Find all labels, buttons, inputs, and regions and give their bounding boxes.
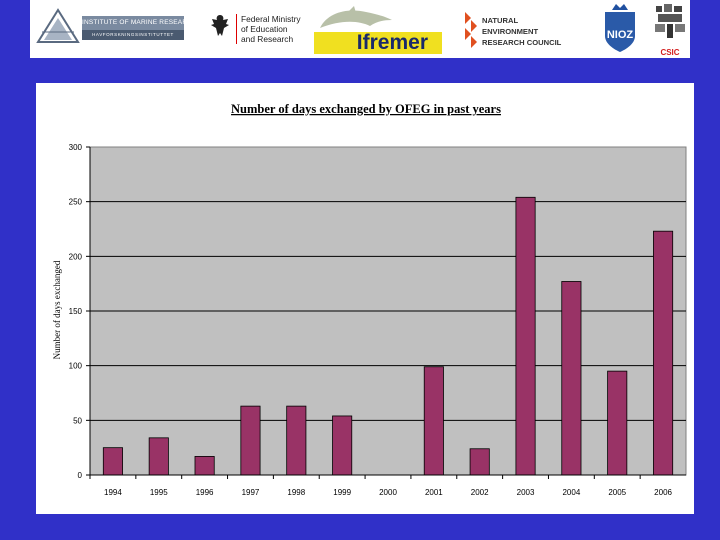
x-tick-label: 1996 <box>196 488 214 497</box>
imr-logo: INSTITUTE OF MARINE RESEARCH HAVFORSKNIN… <box>36 6 184 52</box>
bar-1999 <box>332 415 353 476</box>
nerc-logo: NATURAL ENVIRONMENT RESEARCH COUNCIL <box>462 6 582 52</box>
nerc-line: ENVIRONMENT <box>482 27 539 36</box>
bar-2002 <box>469 448 490 476</box>
bar-1997 <box>240 405 261 476</box>
x-tick-label: 2002 <box>471 488 489 497</box>
bmbf-text: Federal Ministry of Education and Resear… <box>236 14 301 44</box>
imr-name: INSTITUTE OF MARINE RESEARCH <box>82 16 184 30</box>
csic-tree-icon <box>655 4 685 38</box>
logo-bar: INSTITUTE OF MARINE RESEARCH HAVFORSKNIN… <box>30 0 690 58</box>
csic-logo: CSIC <box>652 4 688 57</box>
y-tick-label: 250 <box>69 198 83 207</box>
ifremer-wordmark: Ifremer <box>314 32 442 54</box>
x-tick-label: 1994 <box>104 488 122 497</box>
nioz-crest-icon: NIOZ <box>605 4 635 52</box>
eagle-icon <box>211 15 229 36</box>
bar-1994 <box>102 447 123 476</box>
nerc-emblem-icon <box>465 12 477 48</box>
imr-subtitle: HAVFORSKNINGSINSTITUTTET <box>82 30 184 40</box>
x-tick-label: 1999 <box>333 488 351 497</box>
y-tick-label: 50 <box>73 416 82 425</box>
ifremer-logo: Ifremer <box>312 6 444 54</box>
nerc-line: NATURAL <box>482 16 519 25</box>
nioz-label: NIOZ <box>607 29 634 41</box>
x-tick-label: 1997 <box>242 488 260 497</box>
y-tick-label: 200 <box>69 252 83 261</box>
gridlines <box>90 201 686 421</box>
nerc-text: NATURAL ENVIRONMENT RESEARCH COUNCIL <box>482 15 561 48</box>
y-axis-label: Number of days exchanged <box>52 260 62 359</box>
bar-chart: Number of days exchanged by OFEG in past… <box>52 102 687 497</box>
bar-2006 <box>653 230 674 476</box>
bar-2005 <box>607 370 628 476</box>
y-tick-labels: 0 50 100 150 200 250 300 <box>69 143 90 480</box>
y-tick-label: 100 <box>69 362 83 371</box>
y-tick-label: 300 <box>69 143 83 152</box>
x-tick-labels: 1994 1995 1996 1997 1998 1999 2000 2001 2002 2003… <box>89 475 673 497</box>
x-tick-label: 2000 <box>379 488 397 497</box>
x-tick-label: 1995 <box>150 488 168 497</box>
dolphin-icon <box>320 6 392 28</box>
y-tick-label: 0 <box>78 471 83 480</box>
y-tick-label: 150 <box>69 307 83 316</box>
x-tick-label: 2006 <box>654 488 672 497</box>
chart-panel: Number of days exchanged by OFEG in past… <box>36 83 694 514</box>
x-tick-label: 1998 <box>287 488 305 497</box>
bars <box>102 196 674 476</box>
chart-title: Number of days exchanged by OFEG in past… <box>231 102 501 116</box>
bmbf-logo: Federal Ministry of Education and Resear… <box>206 6 310 52</box>
bar-2003 <box>515 196 536 476</box>
x-tick-label: 2005 <box>608 488 626 497</box>
bar-1996 <box>194 456 215 476</box>
bar-2004 <box>561 281 582 476</box>
bar-1998 <box>286 405 307 476</box>
x-tick-label: 2003 <box>517 488 535 497</box>
imr-pyramid-icon <box>36 8 80 43</box>
x-tick-label: 2004 <box>562 488 580 497</box>
bmbf-line: Federal Ministry <box>241 14 301 24</box>
nioz-logo: NIOZ <box>600 4 640 52</box>
bmbf-line: and Research <box>241 34 294 44</box>
bar-2001 <box>423 366 444 476</box>
bmbf-line: of Education <box>241 24 288 34</box>
csic-label: CSIC <box>660 48 680 57</box>
x-tick-label: 2001 <box>425 488 443 497</box>
nerc-line: RESEARCH COUNCIL <box>482 38 562 47</box>
bar-1995 <box>148 437 169 476</box>
